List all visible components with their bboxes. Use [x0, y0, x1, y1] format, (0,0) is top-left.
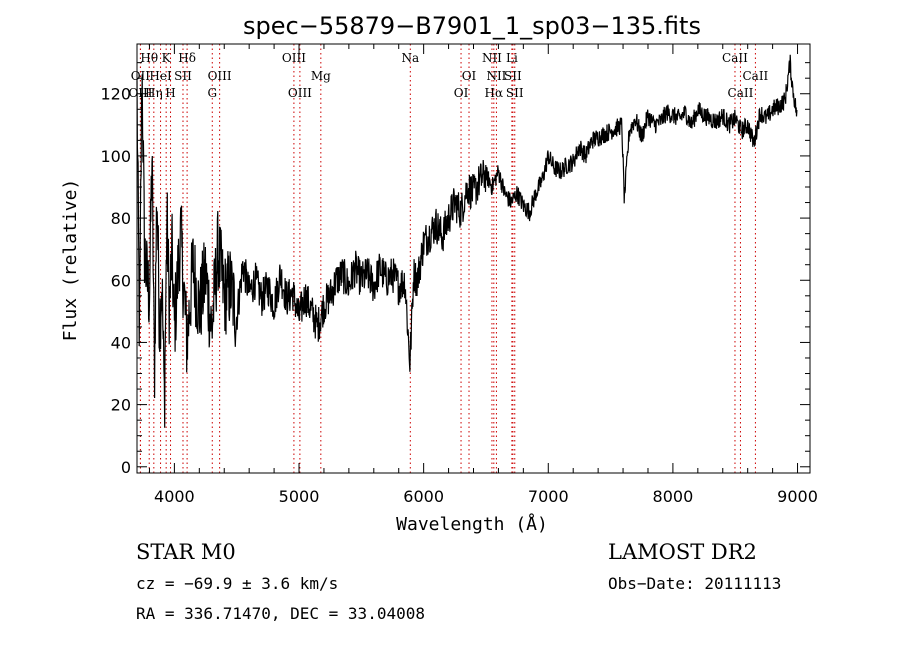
line-label: SII	[174, 69, 192, 83]
line-label: Mg	[311, 69, 331, 83]
survey-name: LAMOST DR2	[608, 540, 757, 564]
line-label: Li	[506, 51, 518, 65]
line-label: HeI	[149, 69, 172, 83]
line-label: OI	[454, 86, 469, 100]
y-axis-label: Flux (relative)	[60, 179, 81, 342]
plot-frame	[136, 43, 811, 474]
line-label: SII	[504, 69, 522, 83]
y-tick-label: 100	[100, 147, 131, 166]
y-tick-label: 120	[100, 85, 131, 104]
x-tick-label: 8000	[653, 487, 694, 506]
line-label: NII	[482, 51, 502, 65]
line-label: OIII	[128, 86, 152, 100]
line-markers	[139, 44, 756, 473]
y-axis: 0 20 40 60 80 100 120	[100, 62, 810, 477]
line-label: CaII	[728, 86, 754, 100]
line-label: SII	[506, 86, 524, 100]
x-tick-label: 4000	[154, 487, 195, 506]
line-label: Na	[401, 51, 419, 65]
redshift-velocity: cz = −69.9 ± 3.6 km/s	[136, 574, 339, 593]
line-label: H	[165, 86, 175, 100]
y-tick-label: 80	[111, 209, 131, 228]
line-label: Hθ	[140, 51, 158, 65]
coordinates: RA = 336.71470, DEC = 33.04008	[136, 604, 425, 623]
line-label: OI	[462, 69, 477, 83]
x-tick-label: 5000	[279, 487, 320, 506]
y-tick-label: 20	[111, 396, 131, 415]
line-label: Hδ	[178, 51, 196, 65]
x-axis-label: Wavelength (Å)	[396, 513, 548, 535]
observation-date: Obs−Date: 20111113	[608, 574, 782, 593]
line-label: OII	[131, 69, 151, 83]
line-label: Hα	[485, 86, 504, 100]
line-label: G	[207, 86, 217, 100]
line-label: CaII	[722, 51, 748, 65]
line-label: NII	[486, 69, 506, 83]
line-label: OIII	[288, 86, 312, 100]
x-tick-label: 6000	[403, 487, 444, 506]
y-tick-label: 40	[111, 333, 131, 352]
spectrum-chart: spec−55879−B7901_1_sp03−135.fits Hθ K Hδ OI…	[60, 12, 818, 535]
chart-title: spec−55879−B7901_1_sp03−135.fits	[243, 12, 701, 40]
line-label: K	[162, 51, 172, 65]
x-tick-label: 9000	[777, 487, 818, 506]
line-label: OIII	[208, 69, 232, 83]
spectrum-line	[136, 54, 798, 428]
line-label: CaII	[742, 69, 768, 83]
y-tick-label: 60	[111, 271, 131, 290]
y-tick-label: 0	[121, 458, 131, 477]
x-tick-label: 7000	[528, 487, 569, 506]
x-axis: 4000 5000 6000 7000 8000 9000	[148, 44, 818, 506]
line-label: Hη	[145, 86, 163, 100]
line-label: OIII	[282, 51, 306, 65]
object-class: STAR M0	[136, 540, 236, 564]
